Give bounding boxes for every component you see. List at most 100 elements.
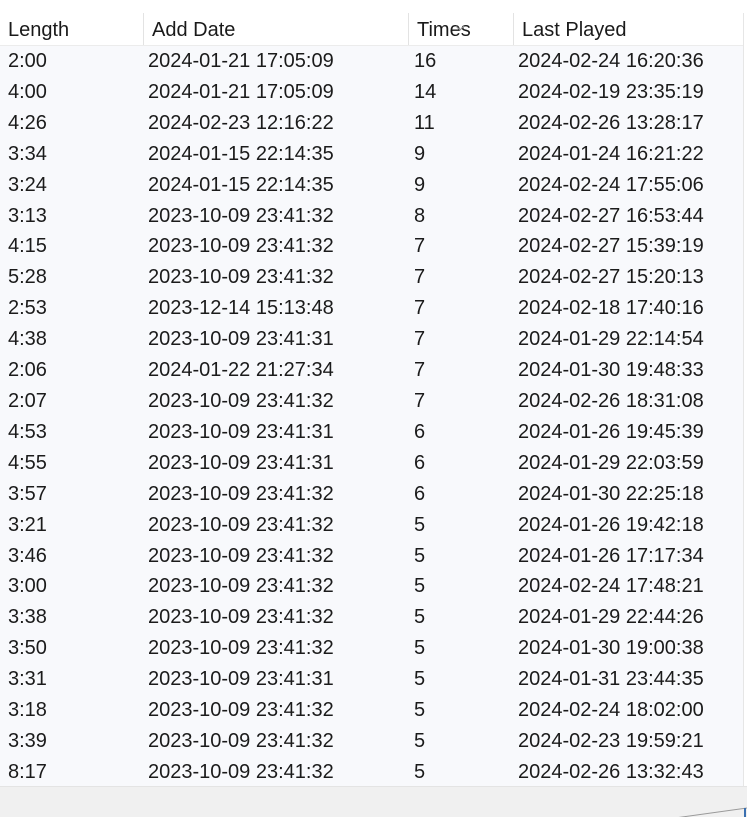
cell-last-played: 2024-01-24 16:21:22	[518, 142, 704, 165]
cell-last-played: 2024-01-29 22:03:59	[518, 451, 704, 474]
table-row[interactable]: 4:38 2023-10-09 23:41:31 7 2024-01-29 22:14…	[0, 324, 743, 355]
table-row[interactable]: 2:53 2023-12-14 15:13:48 7 2024-02-18 17:40…	[0, 293, 743, 324]
cell-last-played: 2024-02-24 16:20:36	[518, 50, 704, 72]
cell-last-played: 2024-02-19 23:35:19	[518, 80, 704, 103]
cell-times: 5	[414, 544, 426, 567]
table-row[interactable]: 4:26 2024-02-23 12:16:22 11 2024-02-26 13:2…	[0, 108, 743, 139]
cell-last-played: 2024-01-26 19:42:18	[518, 513, 704, 536]
cell-add-date: 2023-10-09 23:41:32	[148, 699, 334, 722]
cell-length: 3:31	[8, 668, 47, 691]
resize-grip-icon[interactable]	[675, 798, 747, 817]
cell-length: 4:38	[8, 328, 47, 351]
cell-length: 3:00	[8, 575, 47, 598]
cell-last-played: 2024-02-24 18:02:00	[518, 699, 704, 722]
table-row[interactable]: 3:34 2024-01-15 22:14:35 9 2024-01-24 16:21…	[0, 139, 743, 170]
cell-times: 16	[414, 50, 437, 72]
cell-length: 3:50	[8, 637, 47, 660]
cell-last-played: 2024-02-18 17:40:16	[518, 297, 704, 320]
cell-last-played: 2024-01-29 22:14:54	[518, 328, 704, 351]
table-row[interactable]: 4:00 2024-01-21 17:05:09 14 2024-02-19 23:3…	[0, 77, 743, 108]
cell-add-date: 2023-10-09 23:41:32	[148, 637, 334, 660]
cell-last-played: 2024-01-30 22:25:18	[518, 482, 704, 505]
cell-last-played: 2024-02-27 15:39:19	[518, 235, 704, 258]
table-row[interactable]: 2:06 2024-01-22 21:27:34 7 2024-01-30 19:48…	[0, 355, 743, 386]
column-header-length-label: Length	[8, 19, 70, 41]
cell-times: 9	[414, 173, 426, 196]
cell-times: 5	[414, 699, 426, 722]
cell-add-date: 2024-01-15 22:14:35	[148, 173, 334, 196]
cell-times: 6	[414, 451, 426, 474]
table-row[interactable]: 2:00 2024-01-21 17:05:09 16 2024-02-24 16:2…	[0, 46, 743, 77]
cell-length: 3:24	[8, 173, 47, 196]
column-header-times-label: Times	[417, 19, 471, 41]
table-row[interactable]: 3:21 2023-10-09 23:41:32 5 2024-01-26 19:42…	[0, 510, 743, 541]
cell-last-played: 2024-01-30 19:48:33	[518, 359, 704, 382]
table-row[interactable]: 3:00 2023-10-09 23:41:32 5 2024-02-24 17:48…	[0, 571, 743, 602]
cell-add-date: 2024-01-21 17:05:09	[148, 50, 334, 72]
cell-length: 4:15	[8, 235, 47, 258]
table-row[interactable]: 2:07 2023-10-09 23:41:32 7 2024-02-26 18:31…	[0, 386, 743, 417]
cell-add-date: 2024-01-22 21:27:34	[148, 359, 334, 382]
table-row[interactable]: 3:46 2023-10-09 23:41:32 5 2024-01-26 17:17…	[0, 541, 743, 572]
cell-times: 5	[414, 637, 426, 660]
cell-last-played: 2024-01-30 19:00:38	[518, 637, 704, 660]
cell-length: 2:53	[8, 297, 47, 320]
chevron-down-icon	[455, 25, 465, 31]
cell-last-played: 2024-01-26 19:45:39	[518, 420, 704, 443]
cell-last-played: 2024-02-26 18:31:08	[518, 389, 704, 412]
cell-times: 11	[414, 111, 435, 134]
cell-add-date: 2023-10-09 23:41:32	[148, 482, 334, 505]
table-body: 2:00 2024-01-21 17:05:09 16 2024-02-24 16:2…	[0, 46, 743, 786]
table-row[interactable]: 3:57 2023-10-09 23:41:32 6 2024-01-30 22:25…	[0, 479, 743, 510]
column-header-add-date-label: Add Date	[152, 19, 236, 41]
table-row[interactable]: 3:18 2023-10-09 23:41:32 5 2024-02-24 18:02…	[0, 695, 743, 726]
cell-add-date: 2023-10-09 23:41:31	[148, 668, 334, 691]
table-row[interactable]: 4:15 2023-10-09 23:41:32 7 2024-02-27 15:39…	[0, 231, 743, 262]
column-header-length[interactable]: Length	[0, 13, 144, 45]
table-row[interactable]: 4:55 2023-10-09 23:41:31 6 2024-01-29 22:03…	[0, 448, 743, 479]
cell-add-date: 2023-10-09 23:41:32	[148, 760, 334, 783]
cell-length: 4:55	[8, 451, 47, 474]
cell-last-played: 2024-01-29 22:44:26	[518, 606, 704, 629]
cell-length: 3:38	[8, 606, 47, 629]
table-row[interactable]: 3:24 2024-01-15 22:14:35 9 2024-02-24 17:55…	[0, 170, 743, 201]
cell-add-date: 2023-10-09 23:41:32	[148, 235, 334, 258]
table-row[interactable]: 3:39 2023-10-09 23:41:32 5 2024-02-23 19:59…	[0, 726, 743, 757]
cell-length: 3:57	[8, 482, 47, 505]
cell-length: 4:53	[8, 420, 47, 443]
cell-length: 3:39	[8, 729, 47, 752]
table-row[interactable]: 3:31 2023-10-09 23:41:31 5 2024-01-31 23:44…	[0, 664, 743, 695]
table-header: Length Add Date Times Last Played	[0, 13, 743, 46]
cell-add-date: 2023-10-09 23:41:32	[148, 204, 334, 227]
cell-times: 5	[414, 575, 426, 598]
cell-add-date: 2023-10-09 23:41:32	[148, 606, 334, 629]
cell-times: 7	[414, 359, 426, 382]
column-header-last-played[interactable]: Last Played	[514, 13, 743, 45]
top-strip	[0, 0, 747, 13]
cell-times: 7	[414, 328, 426, 351]
cell-add-date: 2024-02-23 12:16:22	[148, 111, 334, 134]
cell-times: 9	[414, 142, 426, 165]
cell-add-date: 2023-10-09 23:41:31	[148, 328, 334, 351]
table-row[interactable]: 3:38 2023-10-09 23:41:32 5 2024-01-29 22:44…	[0, 602, 743, 633]
table-row[interactable]: 5:28 2023-10-09 23:41:32 7 2024-02-27 15:20…	[0, 262, 743, 293]
cell-add-date: 2023-10-09 23:41:31	[148, 451, 334, 474]
cell-times: 8	[414, 204, 426, 227]
table-row[interactable]: 8:17 2023-10-09 23:41:32 5 2024-02-26 13:32…	[0, 757, 743, 788]
cell-length: 2:07	[8, 389, 47, 412]
table-row[interactable]: 3:50 2023-10-09 23:41:32 5 2024-01-30 19:00…	[0, 633, 743, 664]
right-edge	[743, 13, 747, 787]
cell-times: 7	[414, 389, 426, 412]
table-row[interactable]: 3:13 2023-10-09 23:41:32 8 2024-02-27 16:53…	[0, 201, 743, 232]
table-row[interactable]: 4:53 2023-10-09 23:41:31 6 2024-01-26 19:45…	[0, 417, 743, 448]
cell-length: 3:46	[8, 544, 47, 567]
cell-add-date: 2023-10-09 23:41:32	[148, 544, 334, 567]
cell-length: 8:17	[8, 760, 47, 783]
cell-length: 5:28	[8, 266, 47, 289]
column-header-add-date[interactable]: Add Date	[144, 13, 409, 45]
cell-add-date: 2024-01-21 17:05:09	[148, 80, 334, 103]
column-header-times[interactable]: Times	[409, 13, 514, 45]
cell-times: 14	[414, 80, 437, 103]
table-rows: 2:00 2024-01-21 17:05:09 16 2024-02-24 16:2…	[0, 46, 743, 788]
